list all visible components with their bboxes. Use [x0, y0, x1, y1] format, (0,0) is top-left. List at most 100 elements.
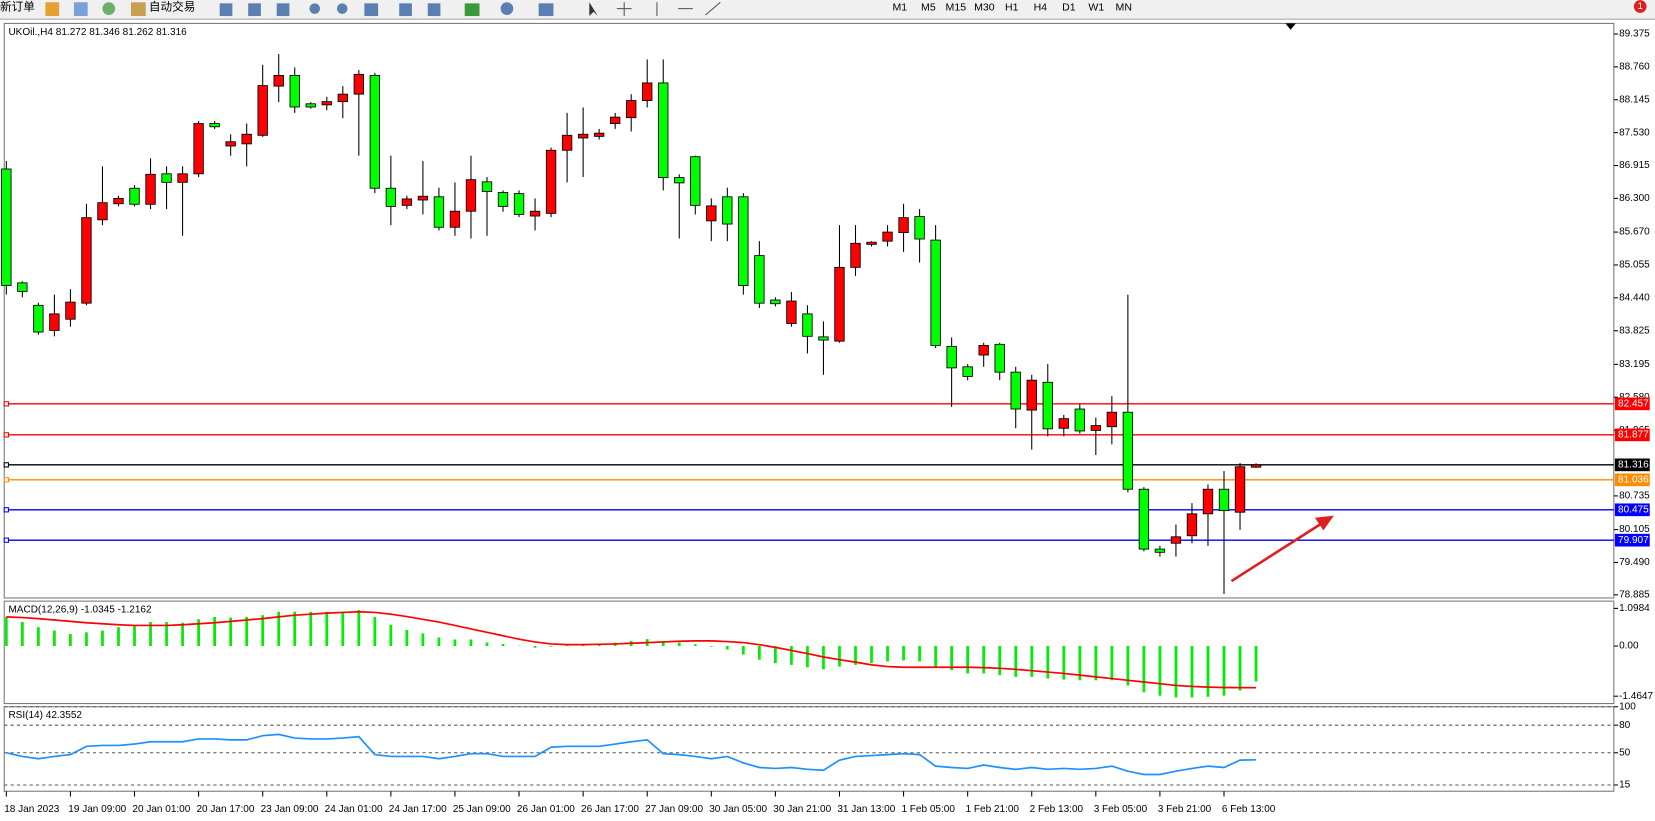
line-handle[interactable]	[3, 477, 9, 483]
new-order-button[interactable]: 新订单	[0, 0, 35, 14]
icon[interactable]	[589, 2, 598, 17]
candle-body	[834, 266, 845, 342]
timeframe-button[interactable]: H1	[1005, 1, 1019, 13]
timeframe-buttons: M1 M5 M15 M30 H1 H4 D1 W1 MN	[893, 1, 1132, 13]
icon[interactable]	[276, 3, 290, 17]
candle-body	[1154, 548, 1166, 553]
candle-body	[978, 344, 989, 356]
icon[interactable]	[538, 3, 554, 17]
y-tick-label: 0.00	[1619, 641, 1639, 652]
candle-body	[481, 181, 493, 192]
timeframe-button[interactable]: D1	[1062, 1, 1076, 13]
x-tick-label: 26 Jan 01:00	[517, 804, 575, 815]
candle-body	[497, 192, 509, 207]
arrow-head	[1314, 515, 1334, 531]
auto-trading-button[interactable]: 自动交易	[149, 0, 195, 14]
candle-body	[914, 216, 925, 240]
icon[interactable]	[464, 3, 480, 17]
x-tick-label: 3 Feb 05:00	[1094, 804, 1148, 815]
icon[interactable]	[73, 2, 88, 17]
x-tick-label: 6 Feb 13:00	[1222, 804, 1276, 815]
icon[interactable]	[705, 1, 721, 16]
candle-body	[1138, 488, 1150, 550]
y-tick-label: 85.055	[1619, 260, 1650, 271]
line-handle[interactable]	[3, 401, 9, 407]
price-tag	[1614, 397, 1650, 411]
candle-body	[113, 197, 124, 205]
icon[interactable]	[427, 3, 441, 17]
signal-line	[6, 610, 1257, 689]
candle-body	[994, 343, 1005, 373]
y-tick-label: 15	[1619, 780, 1631, 791]
indicator-label: RSI(14) 42.3552	[8, 710, 82, 721]
candle-body	[241, 133, 252, 145]
icon[interactable]	[364, 3, 379, 17]
icon[interactable]	[336, 3, 348, 14]
candle-body	[1026, 379, 1037, 411]
candle-body	[1, 168, 12, 286]
auto-trading-icon[interactable]	[130, 2, 146, 17]
draw-tools	[616, 1, 721, 17]
x-tick-label: 24 Jan 17:00	[389, 804, 447, 815]
toolbar-icons	[219, 2, 598, 17]
candle-body	[65, 301, 76, 320]
indicator-name: MACD(12,26,9)	[8, 604, 78, 615]
timeframe-button[interactable]: M5	[921, 1, 936, 13]
y-tick-label: 88.760	[1619, 62, 1650, 73]
icon[interactable]	[309, 3, 321, 14]
timeframe-button[interactable]: MN	[1116, 1, 1132, 13]
candle-body	[1218, 488, 1230, 512]
price-tag-label: 81.316	[1618, 460, 1649, 471]
x-tick-label: 30 Jan 05:00	[709, 804, 767, 815]
timeframe-button[interactable]: M15	[946, 1, 967, 13]
y-tick-label: 79.490	[1619, 557, 1650, 568]
symbol-label: UKOil.,H4	[8, 27, 53, 38]
icon[interactable]	[102, 2, 116, 15]
main-panel	[3, 22, 1615, 599]
candle-body	[658, 82, 669, 178]
x-tick-label: 19 Jan 09:00	[68, 804, 126, 815]
candle-body	[193, 123, 204, 175]
notification-badge[interactable]	[1633, 0, 1647, 13]
timeframe-button[interactable]: W1	[1088, 1, 1104, 13]
y-tick-label: 86.915	[1619, 160, 1650, 171]
candle-body	[337, 93, 348, 103]
timeframe-button[interactable]: M30	[974, 1, 995, 13]
candle-body	[81, 217, 92, 304]
y-tick-label: 82.580	[1619, 392, 1650, 403]
price-tag	[1614, 533, 1650, 547]
y-tick-label: 80.735	[1619, 491, 1650, 502]
annotation-arrow	[1230, 515, 1334, 583]
toolbar-bg	[0, 0, 1655, 20]
timeframe-button[interactable]: H4	[1034, 1, 1048, 13]
line-handle[interactable]	[3, 432, 9, 438]
candle-body	[674, 177, 685, 184]
x-tick-label: 20 Jan 17:00	[196, 804, 254, 815]
icon[interactable]	[399, 3, 412, 17]
line-handle[interactable]	[3, 462, 9, 468]
candle-body	[1010, 371, 1021, 410]
candle-body	[369, 75, 381, 189]
x-tick-label: 3 Feb 21:00	[1158, 804, 1212, 815]
chart-shift-marker	[1285, 23, 1296, 30]
icon[interactable]	[248, 3, 261, 17]
y-tick-label: 100	[1619, 701, 1636, 712]
line-handle[interactable]	[3, 507, 9, 513]
price-tag	[1614, 503, 1650, 517]
candle-body	[321, 101, 332, 106]
rsi-value: 42.3552	[46, 710, 83, 721]
rsi-panel	[3, 706, 1615, 792]
icon[interactable]	[500, 2, 514, 15]
icon[interactable]	[219, 3, 233, 17]
y-tick-label: 83.825	[1619, 325, 1650, 336]
timeframe-button[interactable]: M1	[893, 1, 908, 13]
line-handle[interactable]	[3, 537, 9, 543]
candle-body	[1090, 425, 1102, 431]
candle-body	[866, 241, 877, 245]
candle-body	[385, 187, 397, 207]
y-tick-label: 84.440	[1619, 292, 1650, 303]
y-tick-label: 1.0984	[1619, 603, 1650, 614]
icon[interactable]	[45, 2, 60, 17]
arrow-shaft	[1230, 521, 1324, 583]
